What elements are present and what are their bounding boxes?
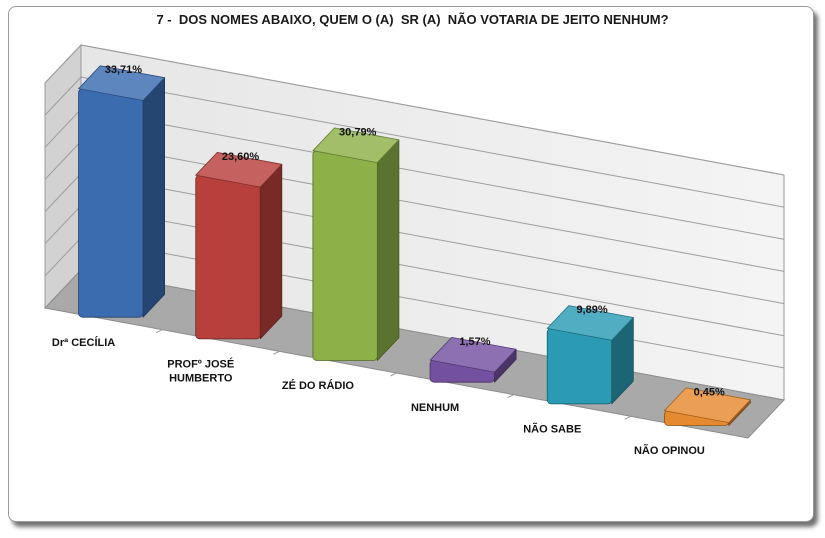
bar-top: [429, 336, 517, 373]
bar: [312, 127, 400, 361]
chart-title: 7 - DOS NOMES ABAIXO, QUEM O (A) SR (A) …: [156, 12, 669, 27]
category-label: NÃO SABE: [523, 423, 581, 436]
bar: [78, 65, 166, 318]
bar: [663, 387, 751, 426]
bar-top: [312, 127, 400, 164]
bar: [546, 305, 634, 405]
gridline: [44, 76, 785, 208]
category-tick: [390, 372, 397, 377]
category-label: Drª CECÍLIA: [52, 336, 115, 349]
data-label: 1,57%: [459, 336, 490, 348]
data-label: 0,45%: [694, 386, 725, 398]
data-label: 23,60%: [222, 151, 260, 163]
category-label: NENHUM: [411, 402, 459, 414]
category-label: HUMBERTO: [169, 373, 233, 385]
bar-front: [195, 174, 261, 340]
category-tick: [155, 329, 163, 334]
bar-top: [78, 65, 166, 101]
category-label: NÃO OPINOU: [634, 444, 705, 457]
bar-top: [546, 305, 634, 341]
bar-side: [376, 139, 400, 361]
bar-front: [546, 327, 613, 405]
bar-top: [664, 387, 751, 424]
category-tick: [507, 394, 514, 399]
category-tick: [624, 415, 632, 420]
side-wall: [44, 43, 82, 310]
bar-top: [195, 151, 283, 188]
bar-side: [259, 163, 283, 340]
category-label: PROFº JOSÉ: [167, 358, 234, 371]
bar-side: [142, 77, 166, 318]
bar-front: [78, 88, 144, 318]
bar-front: [312, 150, 378, 361]
bar: [429, 336, 517, 383]
category-label: ZÉ DO RÁDIO: [282, 379, 355, 392]
data-label: 9,89%: [576, 304, 607, 316]
data-label: 30,79%: [339, 126, 377, 138]
gridline: [44, 44, 785, 176]
category-tick: [273, 350, 280, 355]
data-label: 33,71%: [105, 64, 143, 76]
bar: [195, 151, 283, 340]
